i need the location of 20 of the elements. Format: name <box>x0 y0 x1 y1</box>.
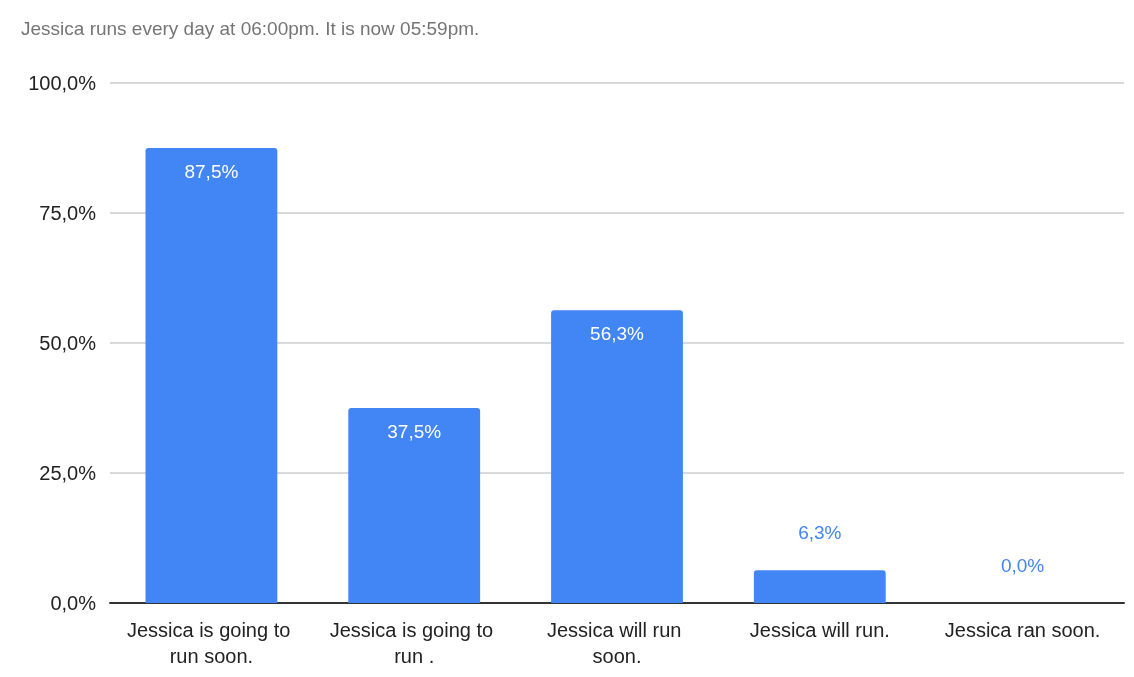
bar <box>753 570 886 603</box>
y-tick-label: 75,0% <box>39 202 97 224</box>
y-tick-label: 50,0% <box>39 332 97 354</box>
data-label: 37,5% <box>387 421 442 442</box>
chart-title: Jessica runs every day at 06:00pm. It is now 05:59pm. <box>21 18 480 39</box>
x-tick-label: Jessica ran soon. <box>944 619 1101 641</box>
data-label: 0,0% <box>1000 555 1045 576</box>
y-tick-label: 0,0% <box>50 592 97 614</box>
bar <box>348 408 481 603</box>
x-tick-label: Jessica is going to run . <box>329 619 499 667</box>
bar <box>145 148 278 603</box>
y-tick-label: 100,0% <box>28 72 97 94</box>
x-tick-label: Jessica is going to run soon. <box>126 619 296 667</box>
bar <box>551 310 683 603</box>
x-tick-label: Jessica will run. <box>749 619 890 641</box>
data-label: 87,5% <box>184 161 239 182</box>
x-tick-label: Jessica will run soon. <box>546 619 688 667</box>
data-label: 56,3% <box>590 323 645 345</box>
y-tick-label: 25,0% <box>39 462 97 484</box>
data-label: 6,3% <box>798 522 842 544</box>
